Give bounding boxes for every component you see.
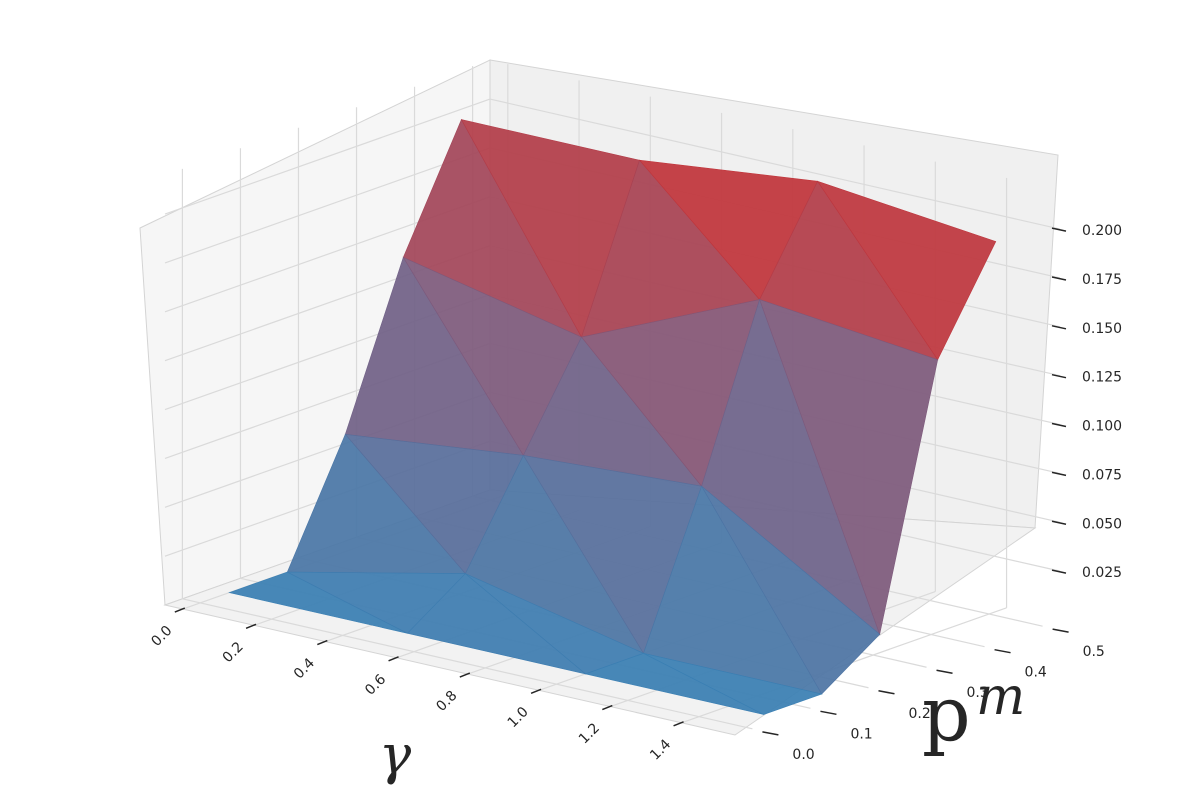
- x-tick-mark: [530, 688, 542, 695]
- y-axis-ticks: 0.0 0.1 0.2 0.3 0.4 0.5: [762, 628, 1105, 763]
- surface-facet: [816, 180, 997, 361]
- back-grid-z: [489, 98, 1061, 230]
- floor-grid-y: [182, 598, 753, 730]
- left-grid-z: [164, 98, 491, 215]
- surface-facet: [759, 299, 939, 636]
- z-tick-mark: [1051, 520, 1067, 526]
- x-tick-label: 0.6: [362, 671, 389, 698]
- x-tick-label: 0.8: [433, 688, 460, 715]
- y-tick-label: 0.2: [908, 706, 930, 722]
- z-tick-mark: [1051, 373, 1067, 379]
- x-tick-mark: [459, 672, 471, 678]
- surface: [228, 118, 997, 715]
- x-tick-label: 1.4: [647, 736, 674, 763]
- z-tick-label: 0.125: [1082, 370, 1122, 386]
- left-grid-z: [164, 147, 491, 264]
- surface-facet: [643, 653, 823, 715]
- y-tick-mark: [1052, 628, 1069, 633]
- y-axis-label-subscript: m: [976, 667, 1025, 727]
- y-tick-mark: [936, 669, 953, 674]
- x-tick-mark: [245, 623, 257, 630]
- x-tick-label: 0.0: [148, 623, 175, 650]
- x-tick-mark: [388, 656, 399, 662]
- x-axis-label: γ: [379, 723, 412, 786]
- x-tick-mark: [174, 607, 186, 613]
- z-tick-label: 0.050: [1082, 516, 1122, 532]
- y-tick-mark: [994, 648, 1011, 654]
- z-tick-mark: [1051, 471, 1067, 477]
- y-tick-label: 0.4: [1025, 665, 1047, 681]
- z-tick-mark: [1051, 325, 1067, 330]
- z-tick-label: 0.100: [1082, 419, 1122, 435]
- z-tick-mark: [1051, 569, 1067, 574]
- x-tick-mark: [317, 639, 328, 646]
- y-tick-mark: [820, 710, 837, 716]
- z-axis-ticks: 0.025 0.050 0.075 0.100 0.125 0.150 0.175 0.200: [1051, 223, 1122, 581]
- z-tick-mark: [1051, 227, 1067, 232]
- surface-facet: [701, 485, 881, 695]
- z-tick-mark: [1051, 422, 1067, 428]
- z-tick-label: 0.175: [1082, 272, 1122, 288]
- x-tick-label: 0.4: [291, 655, 318, 682]
- y-tick-label: 0.3: [967, 685, 989, 701]
- x-tick-label: 0.2: [220, 639, 247, 666]
- y-tick-mark: [762, 731, 779, 736]
- y-tick-label: 0.5: [1083, 644, 1105, 660]
- z-tick-label: 0.200: [1082, 223, 1122, 239]
- z-tick-label: 0.025: [1082, 565, 1122, 581]
- y-tick-label: 0.0: [792, 747, 814, 763]
- y-tick-mark: [878, 690, 895, 695]
- z-tick-label: 0.075: [1082, 467, 1122, 483]
- x-tick-label: 1.0: [505, 704, 532, 731]
- x-tick-mark: [602, 704, 613, 711]
- z-tick-label: 0.150: [1082, 321, 1122, 337]
- z-tick-mark: [1051, 276, 1067, 281]
- x-tick-mark: [673, 721, 684, 727]
- y-axis-label: p: [922, 669, 971, 758]
- y-tick-label: 0.1: [850, 726, 872, 742]
- x-tick-label: 1.2: [576, 720, 603, 747]
